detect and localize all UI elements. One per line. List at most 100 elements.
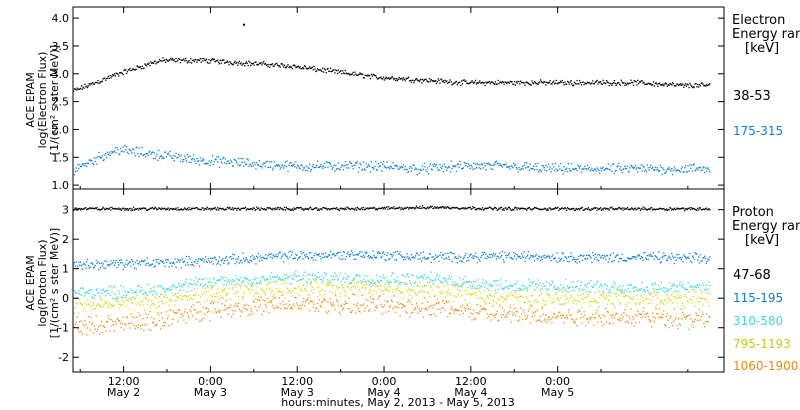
data-point: [644, 290, 646, 293]
data-point: [220, 296, 222, 299]
data-point: [564, 170, 566, 172]
data-point: [289, 65, 291, 68]
data-point: [255, 298, 257, 300]
data-point: [552, 301, 554, 303]
data-point: [375, 76, 378, 79]
data-point: [280, 208, 282, 210]
data-point: [443, 163, 445, 165]
data-point: [380, 207, 382, 210]
data-point: [221, 303, 223, 305]
data-point: [694, 170, 696, 172]
data-point: [283, 261, 285, 263]
data-point: [345, 208, 347, 211]
data-point: [520, 295, 522, 298]
data-point: [209, 277, 211, 280]
data-point: [324, 290, 326, 293]
data-point: [218, 156, 220, 158]
data-point: [681, 256, 683, 258]
data-point: [540, 208, 542, 210]
data-point: [448, 289, 450, 291]
data-point: [381, 170, 383, 172]
data-point: [359, 291, 361, 293]
data-point: [603, 169, 605, 171]
data-point: [672, 209, 675, 211]
data-point: [202, 60, 204, 62]
data-point: [465, 308, 467, 310]
data-point: [249, 313, 251, 315]
data-point: [382, 252, 384, 254]
data-point: [663, 85, 665, 87]
data-point: [467, 207, 470, 209]
data-point: [212, 293, 214, 296]
data-point: [191, 62, 193, 64]
data-point: [474, 292, 477, 294]
data-point: [332, 69, 334, 71]
data-point: [279, 206, 281, 209]
data-point: [336, 207, 338, 209]
data-point: [682, 260, 684, 263]
data-point: [435, 275, 438, 277]
data-point: [646, 164, 648, 166]
data-point: [671, 294, 673, 296]
data-point: [610, 83, 612, 85]
data-point: [303, 288, 306, 290]
data-point: [117, 319, 119, 321]
data-point: [342, 251, 345, 253]
data-point: [395, 251, 397, 253]
data-point: [669, 207, 671, 209]
data-point: [494, 206, 496, 209]
data-point: [235, 62, 237, 64]
data-point: [107, 75, 109, 77]
data-point: [207, 286, 209, 288]
data-point: [244, 207, 246, 209]
data-point: [377, 285, 379, 287]
data-point: [329, 282, 332, 284]
data-point: [76, 87, 78, 89]
data-point: [317, 69, 320, 71]
data-point: [368, 208, 370, 210]
data-point: [227, 293, 229, 295]
data-point: [331, 253, 333, 255]
data-point: [560, 81, 563, 83]
data-point: [422, 277, 425, 280]
data-point: [706, 289, 708, 291]
data-point: [446, 80, 448, 82]
data-point: [691, 302, 694, 304]
data-point: [176, 295, 178, 297]
data-point: [103, 304, 105, 306]
data-point: [218, 310, 220, 312]
data-point: [304, 301, 307, 303]
data-point: [112, 151, 114, 153]
data-point: [192, 154, 195, 156]
data-point: [418, 286, 420, 288]
data-point: [636, 294, 638, 296]
data-point: [129, 327, 131, 329]
data-point: [544, 81, 546, 83]
data-point: [286, 208, 288, 210]
data-point: [100, 81, 103, 83]
data-point: [579, 290, 581, 292]
data-point: [649, 208, 651, 211]
data-point: [114, 147, 116, 149]
data-point: [520, 257, 522, 259]
data-point: [326, 312, 328, 314]
data-point: [645, 290, 647, 292]
data-point: [112, 208, 115, 210]
data-point: [330, 303, 333, 305]
data-point: [709, 256, 711, 258]
data-point: [184, 311, 186, 313]
data-point: [624, 289, 626, 291]
data-point: [214, 256, 216, 258]
data-point: [568, 286, 570, 288]
data-point: [539, 319, 541, 322]
data-point: [156, 292, 158, 294]
data-point: [580, 254, 583, 257]
data-point: [423, 285, 425, 287]
data-point: [234, 287, 236, 289]
data-point: [177, 207, 179, 209]
data-point: [700, 169, 702, 172]
data-point: [560, 169, 563, 172]
data-point: [438, 79, 440, 82]
data-point: [321, 166, 323, 168]
data-point: [567, 291, 570, 293]
